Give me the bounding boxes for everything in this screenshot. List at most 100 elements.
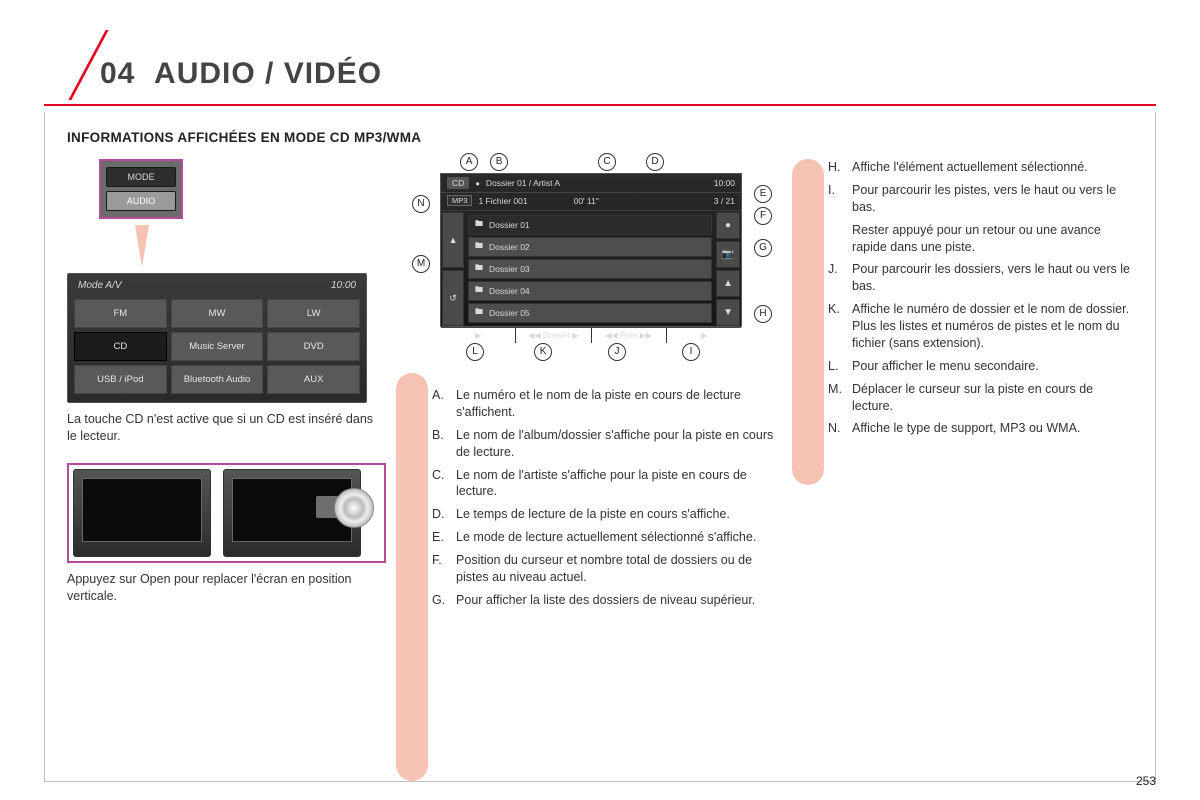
av-button-mw[interactable]: MW: [171, 299, 264, 328]
legend-key: B.: [432, 427, 456, 461]
caption-open: Appuyez sur Open pour replacer l'écran e…: [67, 571, 386, 605]
legend-key: K.: [828, 301, 852, 352]
side-refresh-icon[interactable]: ↺: [442, 270, 464, 326]
column-left: MODE AUDIO Mode A/V 10:00 FMMWLW CDMusic …: [67, 159, 386, 615]
disc-icon: [334, 488, 374, 528]
callout-l: L: [466, 343, 484, 361]
legend-item: A.Le numéro et le nom de la piste en cou…: [432, 387, 782, 421]
callout-j: J: [608, 343, 626, 361]
av-button-bluetooth-audio[interactable]: Bluetooth Audio: [171, 365, 264, 394]
legend-item: N.Affiche le type de support, MP3 ou WMA…: [828, 420, 1133, 437]
legend-text: Pour parcourir les dossiers, vers le hau…: [852, 261, 1133, 295]
callout-d: D: [646, 153, 664, 171]
legend-text: Affiche le type de support, MP3 ou WMA.: [852, 420, 1080, 437]
legend-item: B.Le nom de l'album/dossier s'affiche po…: [432, 427, 782, 461]
device-photos: [67, 463, 386, 563]
av-clock: 10:00: [331, 280, 356, 291]
bot-menu[interactable]: ▶: [441, 328, 515, 343]
cd-row[interactable]: 🖿Dossier 02: [468, 237, 712, 257]
av-title: Mode A/V: [78, 280, 122, 291]
cd-row[interactable]: 🖿Dossier 04: [468, 281, 712, 301]
av-button-fm[interactable]: FM: [74, 299, 167, 328]
legend-item: M.Déplacer le curseur sur la piste en co…: [828, 381, 1133, 415]
callout-f: F: [754, 207, 772, 225]
legend-item: G.Pour afficher la liste des dossiers de…: [432, 592, 782, 609]
legend-item: L.Pour afficher le menu secondaire.: [828, 358, 1133, 375]
legend-text: Déplacer le curseur sur la piste en cour…: [852, 381, 1133, 415]
bot-piste[interactable]: ◀◀ Piste ▶▶: [591, 328, 666, 343]
av-button-lw[interactable]: LW: [267, 299, 360, 328]
right-down-icon[interactable]: ▼: [716, 299, 740, 326]
legend-item: H.Affiche l'élément actuellement sélecti…: [828, 159, 1133, 176]
legend-text: Pour parcourir les pistes, vers le haut …: [852, 182, 1133, 216]
folder-icon: 🖿: [475, 262, 483, 276]
arrow-down-icon: [135, 225, 149, 267]
av-button-usb-ipod[interactable]: USB / iPod: [74, 365, 167, 394]
cd-row[interactable]: 🖿Dossier 03: [468, 259, 712, 279]
callout-a: A: [460, 153, 478, 171]
cd-row[interactable]: 🖿Dossier 05: [468, 303, 712, 323]
cd-screen: CD ● Dossier 01 / Artist A 10:00 MP3 1 F…: [440, 173, 742, 327]
legend-text: Affiche l'élément actuellement sélection…: [852, 159, 1088, 176]
right-up-icon[interactable]: ▲: [716, 270, 740, 297]
legend-item: I.Pour parcourir les pistes, vers le hau…: [828, 182, 1133, 216]
legend-item: F.Position du curseur et nombre total de…: [432, 552, 782, 586]
av-button-aux[interactable]: AUX: [267, 365, 360, 394]
bot-right[interactable]: ▶: [666, 328, 741, 343]
legend-text: Le nom de l'album/dossier s'affiche pour…: [456, 427, 782, 461]
legend-item: C.Le nom de l'artiste s'affiche pour la …: [432, 467, 782, 501]
legend-key: E.: [432, 529, 456, 546]
legend-key: M.: [828, 381, 852, 415]
legend-key: F.: [432, 552, 456, 586]
cd-clock: 10:00: [714, 178, 735, 188]
section-title-text: AUDIO / VIDÉO: [154, 57, 382, 90]
legend-key: J.: [828, 261, 852, 295]
mode-button[interactable]: MODE: [106, 167, 176, 187]
av-mode-panel: Mode A/V 10:00 FMMWLW CDMusic ServerDVD US…: [67, 273, 367, 403]
callout-h: H: [754, 305, 772, 323]
legend-item: K.Affiche le numéro de dossier et le nom…: [828, 301, 1133, 352]
callout-g: G: [754, 239, 772, 257]
legend-item: D.Le temps de lecture de la piste en cou…: [432, 506, 782, 523]
track-line: 1 Fichier 001: [478, 196, 527, 206]
callout-n: N: [412, 195, 430, 213]
legend-key: H.: [828, 159, 852, 176]
folder-icon: 🖿: [475, 218, 483, 232]
av-button-cd[interactable]: CD: [74, 332, 167, 361]
legend-item: Rester appuyé pour un retour ou une avan…: [828, 222, 1133, 256]
section-title: 04 AUDIO / VIDÉO: [44, 50, 1156, 98]
section-header: 04 AUDIO / VIDÉO: [44, 50, 1156, 106]
folder-icon: 🖿: [475, 240, 483, 254]
elapsed: 00' 11": [574, 196, 599, 206]
legend-text: Pour afficher le menu secondaire.: [852, 358, 1039, 375]
callout-k: K: [534, 343, 552, 361]
right-rec-icon[interactable]: ●: [716, 212, 740, 239]
legend-key: L.: [828, 358, 852, 375]
section-number: 04: [100, 57, 135, 90]
legend-item: J.Pour parcourir les dossiers, vers le h…: [828, 261, 1133, 295]
legend-text: Le numéro et le nom de la piste en cours…: [456, 387, 782, 421]
callout-i: I: [682, 343, 700, 361]
accent-oval-mid: [396, 373, 428, 781]
legend-text: Pour afficher la liste des dossiers de n…: [456, 592, 755, 609]
av-button-music-server[interactable]: Music Server: [171, 332, 264, 361]
legend-text: Rester appuyé pour un retour ou une avan…: [852, 222, 1133, 256]
legend-text: Le temps de lecture de la piste en cours…: [456, 506, 730, 523]
subheading: INFORMATIONS AFFICHÉES EN MODE CD MP3/WM…: [67, 130, 1133, 145]
folder-icon: 🖿: [475, 306, 483, 320]
page-number: 253: [1136, 774, 1156, 788]
cd-badge: CD: [447, 177, 469, 189]
right-camera-icon[interactable]: 📷: [716, 241, 740, 268]
cd-row[interactable]: 🖿Dossier 01: [468, 215, 712, 235]
side-up-icon[interactable]: ▲: [442, 212, 464, 268]
column-middle: A B C D E F G H I J K L M N CD ●: [402, 159, 782, 615]
legend-text: Position du curseur et nombre total de d…: [456, 552, 782, 586]
callout-b: B: [490, 153, 508, 171]
legend-key: I.: [828, 182, 852, 216]
bot-dossier[interactable]: ◀◀ Dossier ▶: [515, 328, 590, 343]
legend-text: Le mode de lecture actuellement sélectio…: [456, 529, 756, 546]
audio-button[interactable]: AUDIO: [106, 191, 176, 211]
callout-m: M: [412, 255, 430, 273]
av-button-dvd[interactable]: DVD: [267, 332, 360, 361]
legend-text: Le nom de l'artiste s'affiche pour la pi…: [456, 467, 782, 501]
